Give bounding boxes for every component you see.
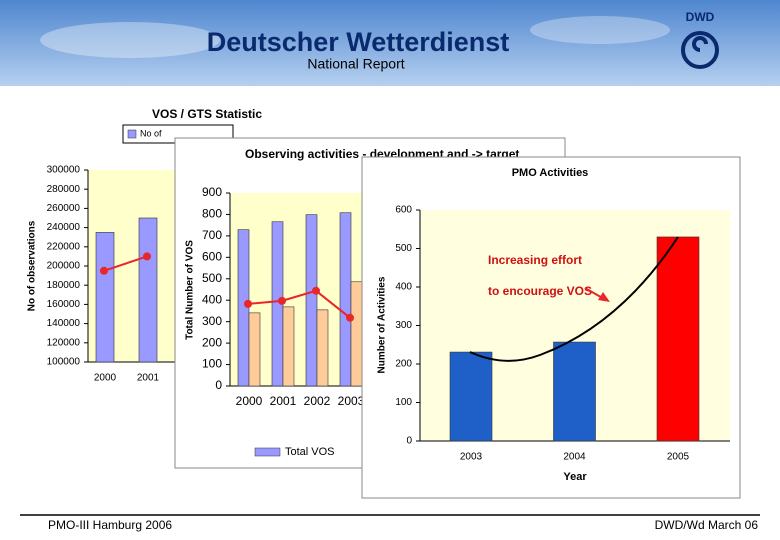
x-tick-label: 2003 (460, 452, 483, 463)
y-tick-label: 900 (202, 185, 222, 199)
logo-spiral (692, 36, 708, 52)
bar (553, 341, 596, 442)
y-tick-label: 100 (202, 357, 222, 371)
y-tick-label: 100000 (47, 357, 81, 368)
footer-right: DWD/Wd March 06 (655, 518, 759, 532)
bar (95, 232, 115, 363)
bar (248, 312, 261, 387)
bar (237, 229, 250, 387)
line-point (312, 286, 320, 295)
x-tick-label: 2005 (667, 452, 690, 463)
y-tick-label: 400 (202, 292, 222, 306)
y-tick-label: 800 (202, 207, 222, 221)
y-tick-label: 300 (395, 320, 412, 331)
overlay (469, 236, 679, 362)
y-tick-label: 260000 (47, 203, 81, 214)
header-title: Deutscher Wetterdienst (207, 27, 510, 57)
annotation: Increasing effort (488, 253, 582, 267)
y-tick-label: 700 (202, 228, 222, 242)
bar (449, 351, 493, 442)
y-tick-label: 500 (202, 271, 222, 285)
x-tick-label: 2000 (94, 373, 117, 384)
y-tick-label: 300000 (47, 165, 81, 176)
logo-mark (681, 31, 719, 69)
y-tick-label: 0 (406, 436, 412, 447)
chart-title: PMO Activities (512, 167, 589, 179)
annotation: to encourage VOS (488, 284, 592, 298)
line (247, 289, 351, 319)
y-tick-label: 240000 (47, 222, 81, 233)
x-tick-label: 2001 (137, 373, 160, 384)
x-tick-label: 2004 (563, 452, 586, 463)
logo-text: DWD (686, 10, 715, 24)
line-point (244, 299, 252, 308)
trend-curve (469, 236, 679, 362)
line-point (346, 313, 354, 322)
y-tick-label: 300 (202, 314, 222, 328)
y-tick-label: 200 (395, 359, 412, 370)
legend-label: Total VOS (285, 446, 335, 458)
line-point (278, 296, 286, 305)
bar (138, 217, 158, 363)
x-tick-label: 2002 (304, 394, 331, 408)
bar (350, 281, 363, 387)
cloud (40, 22, 220, 58)
legend-swatch (127, 129, 137, 139)
y-tick-label: 140000 (47, 318, 81, 329)
y-tick-label: 280000 (47, 184, 81, 195)
x-axis-label: Year (563, 471, 587, 483)
bar (305, 214, 318, 387)
legend-label: No of (140, 128, 162, 138)
line-point (143, 252, 151, 261)
arrow-head (598, 292, 610, 302)
cloud (530, 16, 670, 44)
y-tick-label: 0 (215, 378, 222, 392)
y-tick-label: 500 (395, 243, 412, 254)
y-axis-label: Total Number of VOS (185, 240, 196, 340)
y-tick-label: 400 (395, 282, 412, 293)
y-tick-label: 200000 (47, 261, 81, 272)
bar (282, 306, 295, 387)
y-tick-label: 200 (202, 335, 222, 349)
y-tick-label: 180000 (47, 280, 81, 291)
x-tick-label: 2003 (338, 394, 365, 408)
bar (339, 212, 352, 387)
header-band (0, 0, 780, 86)
x-tick-label: 2001 (270, 394, 297, 408)
y-tick-label: 120000 (47, 337, 81, 348)
header-subtitle: National Report (307, 56, 404, 72)
footer-left: PMO-III Hamburg 2006 (48, 518, 172, 532)
y-axis-label: Number of Activities (377, 276, 388, 373)
chart-title: VOS / GTS Statistic (152, 107, 262, 121)
y-tick-label: 220000 (47, 241, 81, 252)
bar (316, 309, 329, 387)
y-tick-label: 600 (395, 205, 412, 216)
legend-swatch (254, 447, 281, 457)
bar (656, 236, 700, 442)
line-point (100, 266, 108, 275)
y-axis-label: No of observations (27, 220, 38, 311)
x-tick-label: 2000 (236, 394, 263, 408)
y-tick-label: 160000 (47, 299, 81, 310)
y-tick-label: 600 (202, 250, 222, 264)
y-tick-label: 100 (395, 397, 412, 408)
line (103, 255, 148, 272)
